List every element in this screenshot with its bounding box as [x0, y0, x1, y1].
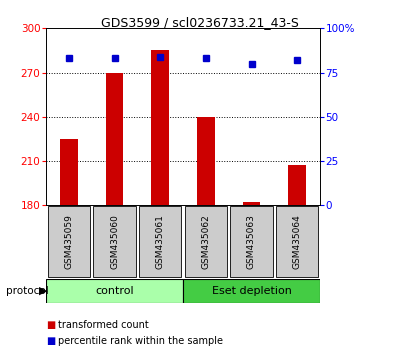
Text: GSM435064: GSM435064 [293, 214, 302, 269]
Bar [106, 73, 123, 205]
Text: GSM435063: GSM435063 [247, 214, 256, 269]
Text: ▶: ▶ [39, 286, 48, 296]
Bar [288, 166, 306, 205]
Text: control: control [95, 286, 134, 296]
Bar [243, 202, 260, 205]
Bar [152, 51, 169, 205]
Text: transformed count: transformed count [58, 320, 149, 330]
Text: ■: ■ [46, 320, 55, 330]
Text: GDS3599 / scl0236733.21_43-S: GDS3599 / scl0236733.21_43-S [101, 16, 299, 29]
FancyBboxPatch shape [139, 206, 181, 277]
Text: GSM435059: GSM435059 [64, 214, 73, 269]
FancyBboxPatch shape [48, 206, 90, 277]
FancyBboxPatch shape [94, 206, 136, 277]
Text: GSM435060: GSM435060 [110, 214, 119, 269]
Text: Eset depletion: Eset depletion [212, 286, 292, 296]
Text: protocol: protocol [6, 286, 49, 296]
Text: ■: ■ [46, 336, 55, 346]
Text: GSM435062: GSM435062 [201, 214, 210, 269]
Text: GSM435061: GSM435061 [156, 214, 165, 269]
FancyBboxPatch shape [185, 206, 227, 277]
FancyBboxPatch shape [230, 206, 272, 277]
FancyBboxPatch shape [183, 279, 320, 303]
FancyBboxPatch shape [46, 279, 183, 303]
FancyBboxPatch shape [276, 206, 318, 277]
Bar [60, 139, 78, 205]
Text: percentile rank within the sample: percentile rank within the sample [58, 336, 223, 346]
Bar [197, 117, 214, 205]
